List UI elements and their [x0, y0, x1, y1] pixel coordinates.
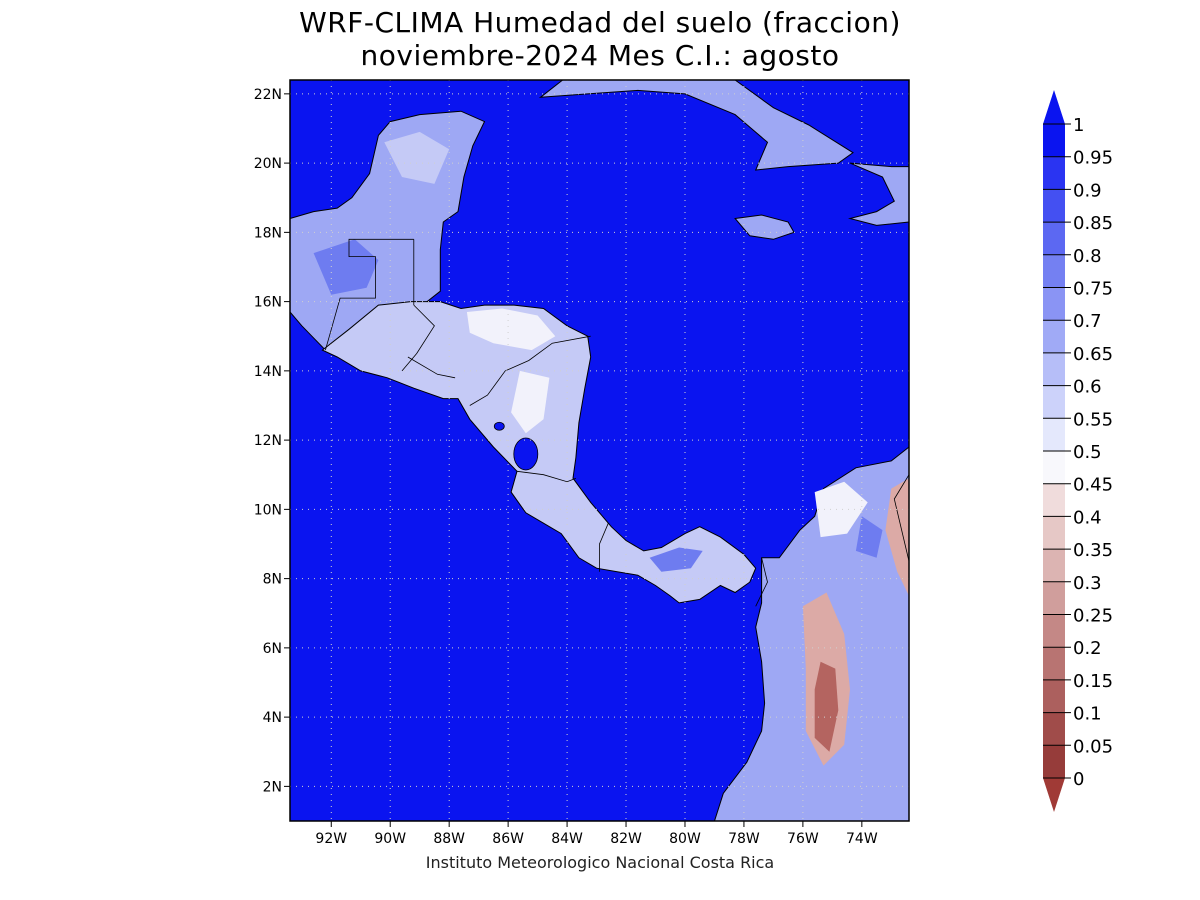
colorbar-swatch — [1043, 581, 1065, 615]
colorbar-label: 0.4 — [1073, 507, 1102, 528]
map-frame — [289, 79, 910, 822]
colorbar-swatch — [1043, 679, 1065, 714]
colorbar-swatch — [1043, 254, 1065, 288]
border-colombia-venezuela — [893, 474, 909, 562]
colorbar-label: 0.6 — [1073, 377, 1102, 398]
lat-tick-label: 22N — [254, 87, 282, 103]
chart-title-line-2: noviembre-2024 Mes C.I.: agosto — [360, 39, 840, 72]
longitude-axis: 92W 90W 88W 86W 84W 82W 80W 78W 76W 74W — [315, 821, 878, 847]
chart-title-line-1: WRF-CLIMA Humedad del suelo (fraccion) — [299, 6, 901, 39]
colorbar-swatch — [1043, 418, 1065, 452]
colorbar-swatch — [1043, 156, 1065, 190]
colombia-valley-very-dry-patch — [814, 661, 839, 752]
colorbar-label: 0.05 — [1073, 736, 1113, 757]
colorbar-label: 0.3 — [1073, 573, 1102, 594]
colorbar: 1 0.95 0.9 0.85 0.8 0.75 0.7 0.65 0.6 0.55 0.5 0.45… — [1043, 90, 1113, 812]
latitude-axis: 2N 4N 6N 8N 10N 12N 14N 16N 18N 20N 22N — [254, 87, 290, 795]
colorbar-label: 0.65 — [1073, 344, 1113, 365]
colombia-caribbean-light-patch — [814, 481, 868, 538]
colorbar-label: 1 — [1073, 115, 1084, 136]
colorbar-label: 0.8 — [1073, 246, 1102, 267]
border-panama-colombia — [755, 557, 768, 607]
colorbar-label: 0.85 — [1073, 213, 1113, 234]
lat-tick-label: 14N — [254, 364, 282, 380]
colorbar-label: 0 — [1073, 769, 1084, 790]
lon-tick-label: 88W — [433, 831, 465, 847]
lon-tick-label: 80W — [669, 831, 701, 847]
border-nicaragua-costarica — [516, 470, 577, 483]
colorbar-swatch — [1043, 189, 1065, 223]
lat-tick-label: 2N — [263, 779, 282, 795]
lon-tick-label: 92W — [315, 831, 347, 847]
lon-tick-label: 90W — [374, 831, 406, 847]
colorbar-label: 0.75 — [1073, 279, 1113, 300]
lon-tick-label: 74W — [846, 831, 878, 847]
honduras-dry-patch — [466, 308, 556, 351]
hispaniola-land — [848, 162, 909, 226]
map-area — [290, 80, 909, 821]
nicaragua-light-patch — [511, 370, 550, 434]
border-mexico-guatemala — [325, 238, 414, 351]
colorbar-top-arrow — [1043, 90, 1065, 124]
colorbar-label: 0.95 — [1073, 148, 1113, 169]
colorbar-label: 0.2 — [1073, 638, 1102, 659]
lat-tick-label: 12N — [254, 433, 282, 449]
lat-tick-label: 4N — [263, 710, 282, 726]
colorbar-swatch — [1043, 385, 1065, 419]
lat-tick-label: 16N — [254, 295, 282, 311]
lon-tick-label: 78W — [728, 831, 760, 847]
colorbar-label: 0.5 — [1073, 442, 1102, 463]
lon-tick-label: 84W — [551, 831, 583, 847]
lat-tick-label: 20N — [254, 156, 282, 172]
colorbar-label: 0.1 — [1073, 704, 1102, 725]
colorbar-label: 0.9 — [1073, 180, 1102, 201]
border-honduras-elsalvador — [407, 356, 456, 379]
colorbar-label: 0.15 — [1073, 671, 1113, 692]
lat-tick-label: 18N — [254, 225, 282, 241]
border-costarica-panama — [599, 523, 609, 572]
colorbar-swatch — [1043, 614, 1065, 648]
border-guatemala-honduras — [401, 304, 435, 372]
colorbar-swatch — [1043, 287, 1065, 321]
colombia-wet-patch — [855, 516, 883, 558]
colorbar-label: 0.35 — [1073, 540, 1113, 561]
lake-managua — [493, 421, 505, 431]
colorbar-swatch — [1043, 352, 1065, 387]
lon-tick-label: 76W — [787, 831, 819, 847]
colorbar-swatch — [1043, 549, 1065, 583]
colorbar-label: 0.7 — [1073, 311, 1102, 332]
venezuela-border-dry-patch — [885, 478, 909, 596]
border-honduras-nicaragua — [469, 335, 591, 406]
colorbar-swatch — [1043, 451, 1065, 485]
central-america-land — [321, 301, 757, 604]
colorbar-label: 0.55 — [1073, 409, 1113, 430]
colorbar-label: 0.45 — [1073, 475, 1113, 496]
colorbar-swatch — [1043, 320, 1065, 354]
panama-wet-patch — [649, 547, 703, 572]
lon-tick-label: 82W — [610, 831, 642, 847]
lat-tick-label: 10N — [254, 502, 282, 518]
colorbar-swatch — [1043, 124, 1065, 158]
colorbar-swatch — [1043, 712, 1065, 746]
lat-tick-label: 6N — [263, 641, 282, 657]
colorbar-swatch — [1043, 745, 1065, 779]
lon-tick-label: 86W — [492, 831, 524, 847]
cuba-land — [538, 80, 854, 171]
credit-text: Instituto Meteorologico Nacional Costa R… — [425, 853, 775, 872]
lat-tick-label: 8N — [263, 572, 282, 588]
colorbar-label: 0.25 — [1073, 606, 1113, 627]
colorbar-swatch — [1043, 483, 1065, 517]
colorbar-swatch — [1043, 222, 1065, 256]
guatemala-wet-patch — [313, 239, 379, 295]
colorbar-swatch — [1043, 647, 1065, 681]
lake-nicaragua — [513, 437, 539, 471]
yucatan-light-patch — [384, 131, 450, 184]
colorbar-swatch — [1043, 516, 1065, 550]
colorbar-bottom-arrow — [1043, 778, 1065, 812]
